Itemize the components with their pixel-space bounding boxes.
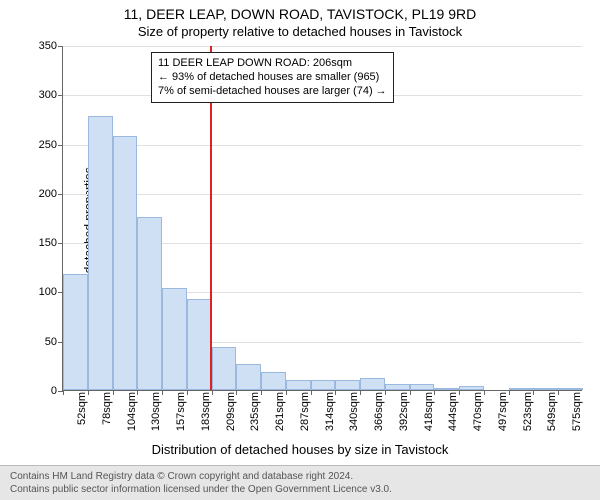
y-tick-label: 300 [39, 89, 63, 101]
x-tick [261, 390, 262, 395]
histogram-bar [459, 386, 484, 390]
x-tick [509, 390, 510, 395]
histogram-bar [385, 384, 410, 390]
x-tick-label: 575sqm [565, 392, 583, 437]
x-tick [286, 390, 287, 395]
x-tick-label: 444sqm [441, 392, 459, 437]
x-tick [385, 390, 386, 395]
y-tick-label: 200 [39, 188, 63, 200]
x-tick-label: 392sqm [392, 392, 410, 437]
x-tick [88, 390, 89, 395]
footer-line: Contains HM Land Registry data © Crown c… [10, 470, 590, 483]
chart-title: 11, DEER LEAP, DOWN ROAD, TAVISTOCK, PL1… [0, 6, 600, 22]
x-tick [212, 390, 213, 395]
x-axis-label: Distribution of detached houses by size … [0, 442, 600, 457]
x-tick-label: 497sqm [491, 392, 509, 437]
x-tick-label: 183sqm [194, 392, 212, 437]
histogram-bar [335, 380, 360, 390]
chart-container: { "layout": { "plot": { "left": 62, "top… [0, 0, 600, 500]
x-tick [410, 390, 411, 395]
x-tick [113, 390, 114, 395]
x-tick [434, 390, 435, 395]
x-tick [162, 390, 163, 395]
x-tick-label: 549sqm [540, 392, 558, 437]
histogram-bar [533, 388, 558, 390]
x-tick-label: 418sqm [417, 392, 435, 437]
histogram-bar [410, 384, 435, 390]
histogram-bar [137, 217, 162, 390]
histogram-bar [162, 288, 187, 391]
x-tick [187, 390, 188, 395]
x-tick [335, 390, 336, 395]
y-tick-label: 50 [45, 336, 63, 348]
info-box-line: ← 93% of detached houses are smaller (96… [158, 71, 387, 85]
x-tick-label: 209sqm [219, 392, 237, 437]
x-tick-label: 157sqm [169, 392, 187, 437]
x-tick [484, 390, 485, 395]
histogram-bar [360, 378, 385, 390]
x-tick-label: 104sqm [120, 392, 138, 437]
x-tick-label: 340sqm [342, 392, 360, 437]
x-tick [459, 390, 460, 395]
property-info-box: 11 DEER LEAP DOWN ROAD: 206sqm← 93% of d… [151, 52, 394, 103]
histogram-bar [113, 136, 138, 390]
footer-line: Contains public sector information licen… [10, 483, 590, 496]
plot-area: 05010015020025030035052sqm78sqm104sqm130… [62, 46, 582, 391]
y-tick-label: 150 [39, 237, 63, 249]
info-box-line: 7% of semi-detached houses are larger (7… [158, 85, 387, 99]
gridline [63, 194, 582, 195]
x-tick-label: 314sqm [318, 392, 336, 437]
gridline [63, 145, 582, 146]
x-tick [63, 390, 64, 395]
histogram-bar [434, 388, 459, 390]
histogram-bar [558, 388, 583, 390]
x-tick-label: 130sqm [144, 392, 162, 437]
y-tick-label: 350 [39, 40, 63, 52]
histogram-bar [286, 380, 311, 390]
x-tick [311, 390, 312, 395]
y-tick-label: 0 [51, 385, 63, 397]
x-tick-label: 470sqm [466, 392, 484, 437]
y-tick-label: 250 [39, 139, 63, 151]
x-tick-label: 78sqm [95, 392, 113, 437]
x-tick-label: 235sqm [243, 392, 261, 437]
x-tick [360, 390, 361, 395]
y-tick-label: 100 [39, 286, 63, 298]
info-box-line: 11 DEER LEAP DOWN ROAD: 206sqm [158, 57, 387, 71]
x-tick-label: 261sqm [268, 392, 286, 437]
histogram-bar [311, 380, 336, 390]
histogram-bar [236, 364, 261, 390]
histogram-bar [88, 116, 113, 390]
x-tick-label: 523sqm [516, 392, 534, 437]
x-tick [533, 390, 534, 395]
x-tick [137, 390, 138, 395]
x-tick-label: 287sqm [293, 392, 311, 437]
histogram-bar [509, 388, 534, 390]
attribution-footer: Contains HM Land Registry data © Crown c… [0, 465, 600, 500]
histogram-bar [261, 372, 286, 390]
gridline [63, 46, 582, 47]
chart-subtitle: Size of property relative to detached ho… [0, 24, 600, 39]
x-tick-label: 366sqm [367, 392, 385, 437]
histogram-bar [212, 347, 237, 390]
histogram-bar [63, 274, 88, 390]
histogram-bar [187, 299, 212, 390]
x-tick [558, 390, 559, 395]
x-tick-label: 52sqm [70, 392, 88, 437]
x-tick [236, 390, 237, 395]
